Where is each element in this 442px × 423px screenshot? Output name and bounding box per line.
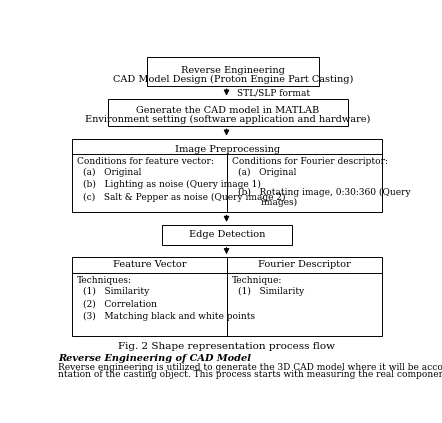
Bar xyxy=(72,139,382,212)
Text: Fig. 2 Shape representation process flow: Fig. 2 Shape representation process flow xyxy=(118,342,335,351)
Text: (3)   Matching black and white points: (3) Matching black and white points xyxy=(83,312,255,321)
Text: Generate the CAD model in MATLAB: Generate the CAD model in MATLAB xyxy=(137,106,320,115)
Text: Edge Detection: Edge Detection xyxy=(189,230,266,239)
Text: Conditions for Fourier descriptor:: Conditions for Fourier descriptor: xyxy=(232,157,388,166)
Bar xyxy=(108,99,348,126)
Text: (a)   Original: (a) Original xyxy=(238,168,297,177)
Text: Fourier Descriptor: Fourier Descriptor xyxy=(259,260,351,269)
Bar xyxy=(162,225,293,245)
Text: Reverse engineering is utilized to generate the 3D CAD model where it will be ac: Reverse engineering is utilized to gener… xyxy=(58,363,442,372)
Text: (b)   Rotating image, 0:30:360 (Query
        images): (b) Rotating image, 0:30:360 (Query imag… xyxy=(238,188,411,208)
Text: Techniques:: Techniques: xyxy=(77,276,132,286)
Text: Reverse Engineering: Reverse Engineering xyxy=(181,66,285,75)
Text: CAD Model Design (Proton Engine Part Casting): CAD Model Design (Proton Engine Part Cas… xyxy=(113,74,353,84)
Text: Feature Vector: Feature Vector xyxy=(113,260,187,269)
Text: (a)   Original: (a) Original xyxy=(83,168,141,177)
Bar xyxy=(72,257,382,336)
Text: (1)   Similarity: (1) Similarity xyxy=(238,287,305,296)
Text: Environment setting (software application and hardware): Environment setting (software applicatio… xyxy=(85,115,371,124)
Text: Technique:: Technique: xyxy=(232,276,282,286)
Text: (c)   Salt & Pepper as noise (Query image 2): (c) Salt & Pepper as noise (Query image … xyxy=(83,192,286,202)
Text: ntation of the casting object. This process starts with measuring the real compo: ntation of the casting object. This proc… xyxy=(58,370,442,379)
Text: Image Preprocessing: Image Preprocessing xyxy=(175,145,280,154)
Text: (1)   Similarity: (1) Similarity xyxy=(83,287,149,296)
Text: Reverse Engineering of CAD Model: Reverse Engineering of CAD Model xyxy=(58,354,251,363)
Text: (b)   Lighting as noise (Query image 1): (b) Lighting as noise (Query image 1) xyxy=(83,180,261,189)
Text: (2)   Correlation: (2) Correlation xyxy=(83,299,157,308)
Text: Conditions for feature vector:: Conditions for feature vector: xyxy=(77,157,214,166)
Text: STL/SLP format: STL/SLP format xyxy=(237,88,310,98)
Bar xyxy=(147,57,319,86)
